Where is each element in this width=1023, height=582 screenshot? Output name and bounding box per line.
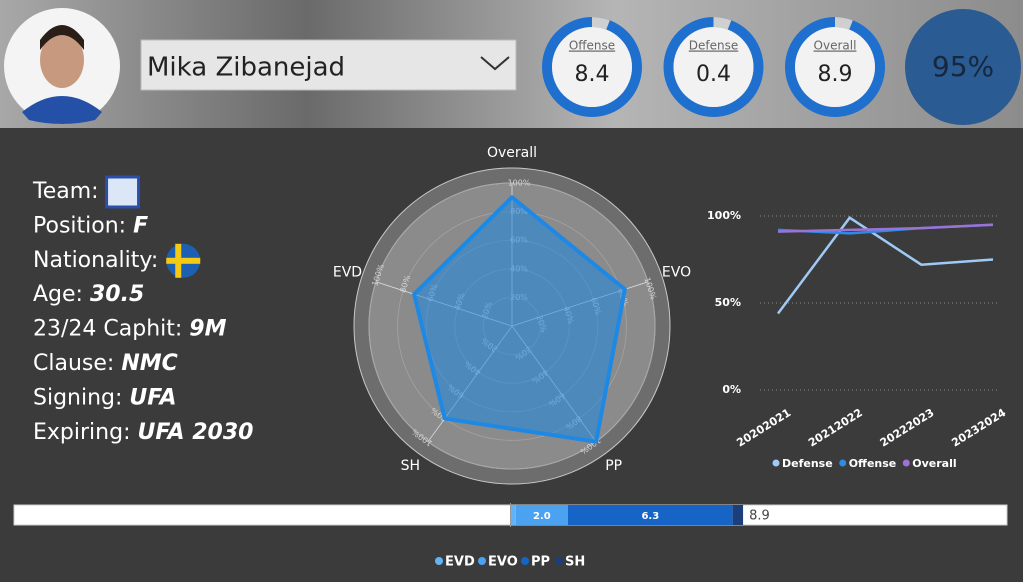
profile-row: Age: 30.5	[33, 282, 144, 307]
gauge-gap	[591, 17, 610, 30]
flag-cross	[175, 243, 182, 278]
gauges: Offense 8.4 Defense 0.4 Overall 8.9	[542, 17, 885, 117]
legend-dot	[478, 557, 486, 565]
gauge-gap	[713, 17, 732, 30]
profile-row: Team:	[32, 179, 99, 204]
legend-label: PP	[531, 555, 550, 570]
profile-row: Expiring: UFA 2030	[33, 420, 253, 445]
profile-value: 30.5	[90, 282, 144, 307]
legend-label: Overall	[912, 457, 956, 470]
gauge-label: Overall	[814, 39, 857, 53]
charts: 20%40%60%80%100%Overall20%40%60%80%100%E…	[13, 145, 1008, 570]
profile-value: 9M	[189, 317, 226, 342]
legend-label: EVD	[445, 555, 475, 570]
legend-dot	[435, 557, 443, 565]
legend-label: SH	[565, 555, 585, 570]
radar-area	[412, 195, 627, 444]
y-tick-label: 50%	[715, 296, 741, 309]
line	[776, 216, 994, 315]
radar-axis-label: PP	[605, 458, 622, 474]
gauge-value: 8.9	[818, 62, 853, 87]
dropdown-arrow[interactable]	[480, 56, 510, 71]
legend-label: Offense	[849, 457, 897, 470]
radar-axis-label: EVD	[333, 265, 362, 281]
profile-row: Position: F	[33, 213, 148, 238]
gauge-label: Defense	[689, 39, 738, 53]
legend-dot	[839, 459, 847, 467]
bar-total: 8.9	[749, 509, 770, 524]
gauge-label: Offense	[569, 39, 615, 53]
profile-row: 23/24 Caphit: 9M	[33, 317, 227, 342]
profile: Team: Position: F Nationality: Age: 30.5 23/…	[32, 175, 253, 445]
team-logo	[105, 175, 141, 209]
x-tick-label: 20212022	[806, 406, 865, 449]
profile-value: UFA	[129, 385, 176, 410]
legend-dot	[555, 557, 563, 565]
score: 95%	[932, 50, 994, 83]
radar-axis-label: Overall	[487, 145, 537, 161]
profile-label: Nationality:	[33, 248, 158, 273]
gauge-face	[552, 27, 632, 107]
x-tick-label: 20222023	[878, 406, 937, 449]
legend-label: EVO	[488, 555, 518, 570]
bar-segment	[567, 505, 733, 525]
flag-cross	[166, 257, 201, 264]
profile-value: F	[133, 213, 148, 238]
bar-segment	[510, 505, 516, 525]
legend-label: Defense	[782, 457, 833, 470]
gauge-face	[795, 27, 875, 107]
profile-label: Team:	[32, 179, 99, 204]
profile-label: Position:	[33, 213, 126, 238]
gauge-value: 0.4	[696, 62, 731, 87]
radar-axis-label: EVO	[662, 265, 691, 281]
gauge-face	[673, 27, 754, 107]
player-name: Mika Zibanejad	[147, 53, 345, 83]
profile-value: UFA 2030	[137, 420, 253, 445]
profile-label: 23/24 Caphit:	[33, 317, 182, 342]
y-tick-label: 0%	[722, 383, 741, 396]
bar-value-label: 2.0	[533, 511, 551, 522]
avatar-jersey	[22, 96, 102, 124]
legend-dot	[521, 557, 529, 565]
profile-row: Signing: UFA	[33, 385, 177, 410]
x-tick-label: 20232024	[949, 406, 1008, 450]
profile-label: Expiring:	[33, 420, 130, 445]
legend-dot	[902, 459, 910, 467]
bar-segment	[732, 505, 744, 525]
radar-axis-label: SH	[401, 458, 420, 474]
bar-segment	[515, 505, 568, 525]
profile-label: Clause:	[33, 351, 114, 376]
profile-label: Signing:	[33, 385, 122, 410]
profile-label: Age:	[33, 282, 83, 307]
bar-value-label: 6.3	[641, 511, 659, 522]
legend-dot	[772, 459, 780, 467]
player-dropdown[interactable]	[140, 39, 517, 91]
gauge-value: 8.4	[575, 62, 610, 87]
y-tick-label: 100%	[707, 209, 741, 222]
profile-row: Clause: NMC	[33, 351, 178, 376]
avatar-face	[40, 32, 84, 88]
avatar-hair	[40, 25, 84, 50]
profile-row: Nationality:	[33, 248, 158, 273]
score-circle	[905, 9, 1021, 125]
gauge-gap	[834, 17, 853, 30]
line	[777, 223, 994, 233]
radar-tick-label: 100%	[508, 179, 531, 188]
profile-value: NMC	[121, 351, 177, 376]
x-tick-label: 20202021	[734, 406, 793, 449]
